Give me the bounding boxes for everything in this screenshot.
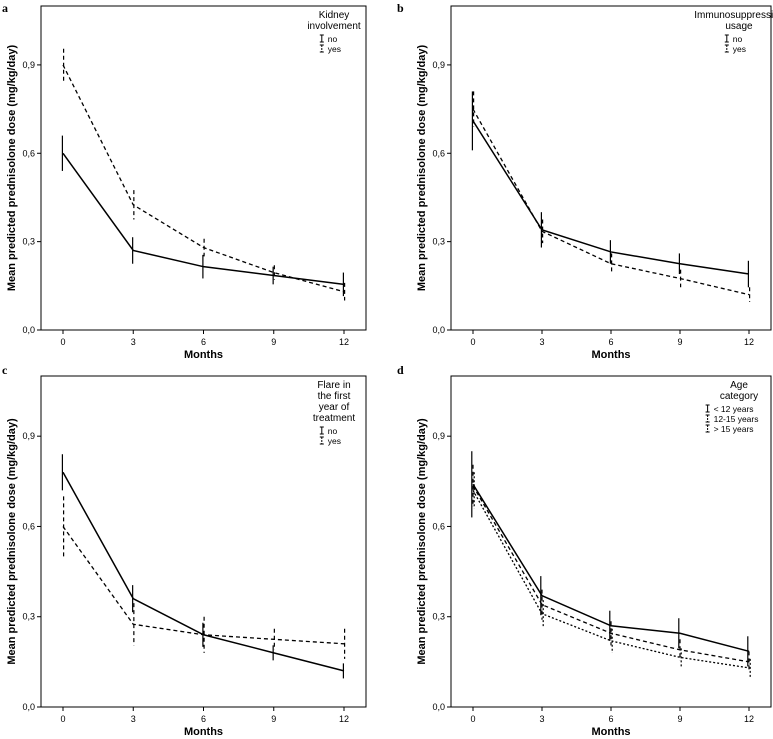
x-axis-label: Months <box>184 726 223 738</box>
legend-item-label: 12-15 years <box>714 414 759 424</box>
legend-title: year of <box>319 402 350 413</box>
legend-title: Flare in <box>317 380 350 391</box>
series-solid <box>471 451 750 667</box>
y-tick-label: 0,9 <box>432 431 445 441</box>
x-tick-label: 9 <box>271 337 276 347</box>
series-dashed <box>62 48 346 301</box>
legend-title: Immunosuppressive <box>694 10 773 21</box>
x-tick-label: 3 <box>131 714 136 724</box>
series-line <box>62 152 345 286</box>
legend-item-label: yes <box>328 436 341 446</box>
x-tick-label: 6 <box>608 714 613 724</box>
y-tick-label: 0,6 <box>22 148 35 158</box>
series-line <box>472 483 750 653</box>
series-line <box>62 526 345 645</box>
x-tick-label: 0 <box>470 337 475 347</box>
legend-title: category <box>720 391 758 402</box>
legend-item-label: no <box>733 34 743 44</box>
x-tick-label: 9 <box>677 714 682 724</box>
x-axis-label: Months <box>184 349 223 361</box>
series-dotted <box>472 472 751 677</box>
legend-title: usage <box>725 21 753 32</box>
series-dashed <box>472 91 751 303</box>
x-tick-label: 9 <box>677 337 682 347</box>
series-line <box>62 64 345 293</box>
x-axis-label: Months <box>591 726 630 738</box>
chart-panel-b: b 0,0 0,3 0,6 0,9 0 3 6 9 12 Months Mean predicted … <box>397 1 773 361</box>
x-tick-label: 3 <box>539 337 544 347</box>
x-tick-label: 12 <box>339 714 349 724</box>
y-axis-label: Mean predicted prednisolone dose (mg/kg/… <box>6 418 18 665</box>
y-tick-label: 0,9 <box>432 60 445 70</box>
panel-label: a <box>2 1 8 15</box>
x-tick-label: 3 <box>131 337 136 347</box>
y-tick-label: 0,6 <box>432 148 445 158</box>
panel-label: c <box>2 363 8 377</box>
series-solid <box>61 454 345 679</box>
legend-item-label: < 12 years <box>714 404 754 414</box>
panel-label: b <box>397 1 404 15</box>
legend-item-label: yes <box>733 44 746 54</box>
x-tick-label: 9 <box>271 714 276 724</box>
chart-panel-c: c 0,0 0,3 0,6 0,9 0 3 6 9 12 Months Mean predicted … <box>2 363 367 738</box>
y-tick-label: 0,0 <box>432 702 445 712</box>
x-tick-label: 6 <box>201 337 206 347</box>
series-solid <box>61 135 345 297</box>
y-tick-label: 0,6 <box>22 521 35 531</box>
x-tick-label: 0 <box>60 714 65 724</box>
x-tick-label: 3 <box>539 714 544 724</box>
y-tick-label: 0,0 <box>22 325 35 335</box>
series-line <box>472 108 750 296</box>
y-tick-label: 0,3 <box>432 612 445 622</box>
legend-item-label: no <box>328 426 338 436</box>
legend-item-label: > 15 years <box>714 424 754 434</box>
legend-title: Age <box>730 380 748 391</box>
panel-label: d <box>397 363 404 377</box>
y-tick-label: 0,0 <box>432 325 445 335</box>
x-axis-label: Months <box>591 349 630 361</box>
x-tick-label: 6 <box>608 337 613 347</box>
series-solid <box>471 91 750 288</box>
x-tick-label: 0 <box>470 714 475 724</box>
x-tick-label: 12 <box>744 337 754 347</box>
legend-title: the first <box>318 391 351 402</box>
y-tick-label: 0,9 <box>22 431 35 441</box>
x-tick-label: 0 <box>60 337 65 347</box>
y-tick-label: 0,6 <box>432 521 445 531</box>
legend-title: Kidney <box>319 10 350 21</box>
series-dashed <box>472 464 750 673</box>
series-line <box>472 490 750 669</box>
chart-panel-a: a 0,0 0,3 0,6 0,9 0 3 6 9 12 Months Mean predicted … <box>2 1 367 361</box>
legend-title: treatment <box>313 413 355 424</box>
x-tick-label: 12 <box>744 714 754 724</box>
y-tick-label: 0,3 <box>432 237 445 247</box>
x-tick-label: 6 <box>201 714 206 724</box>
legend-item-label: no <box>328 34 338 44</box>
y-axis-label: Mean predicted prednisolone dose (mg/kg/… <box>416 418 428 665</box>
y-tick-label: 0,3 <box>22 612 35 622</box>
y-tick-label: 0,9 <box>22 60 35 70</box>
x-tick-label: 12 <box>339 337 349 347</box>
plot-frame <box>450 5 772 331</box>
y-tick-label: 0,0 <box>22 702 35 712</box>
chart-panel-d: d 0,0 0,3 0,6 0,9 0 3 6 9 12 Months Mean predicted … <box>397 363 772 738</box>
series-line <box>472 485 750 663</box>
legend-item-label: yes <box>328 44 341 54</box>
series-dashed <box>62 496 346 659</box>
legend-title: involvement <box>307 21 361 32</box>
y-tick-label: 0,3 <box>22 237 35 247</box>
y-axis-label: Mean predicted prednisolone dose (mg/kg/… <box>6 45 18 292</box>
plot-frame <box>40 375 367 708</box>
y-axis-label: Mean predicted prednisolone dose (mg/kg/… <box>416 45 428 292</box>
